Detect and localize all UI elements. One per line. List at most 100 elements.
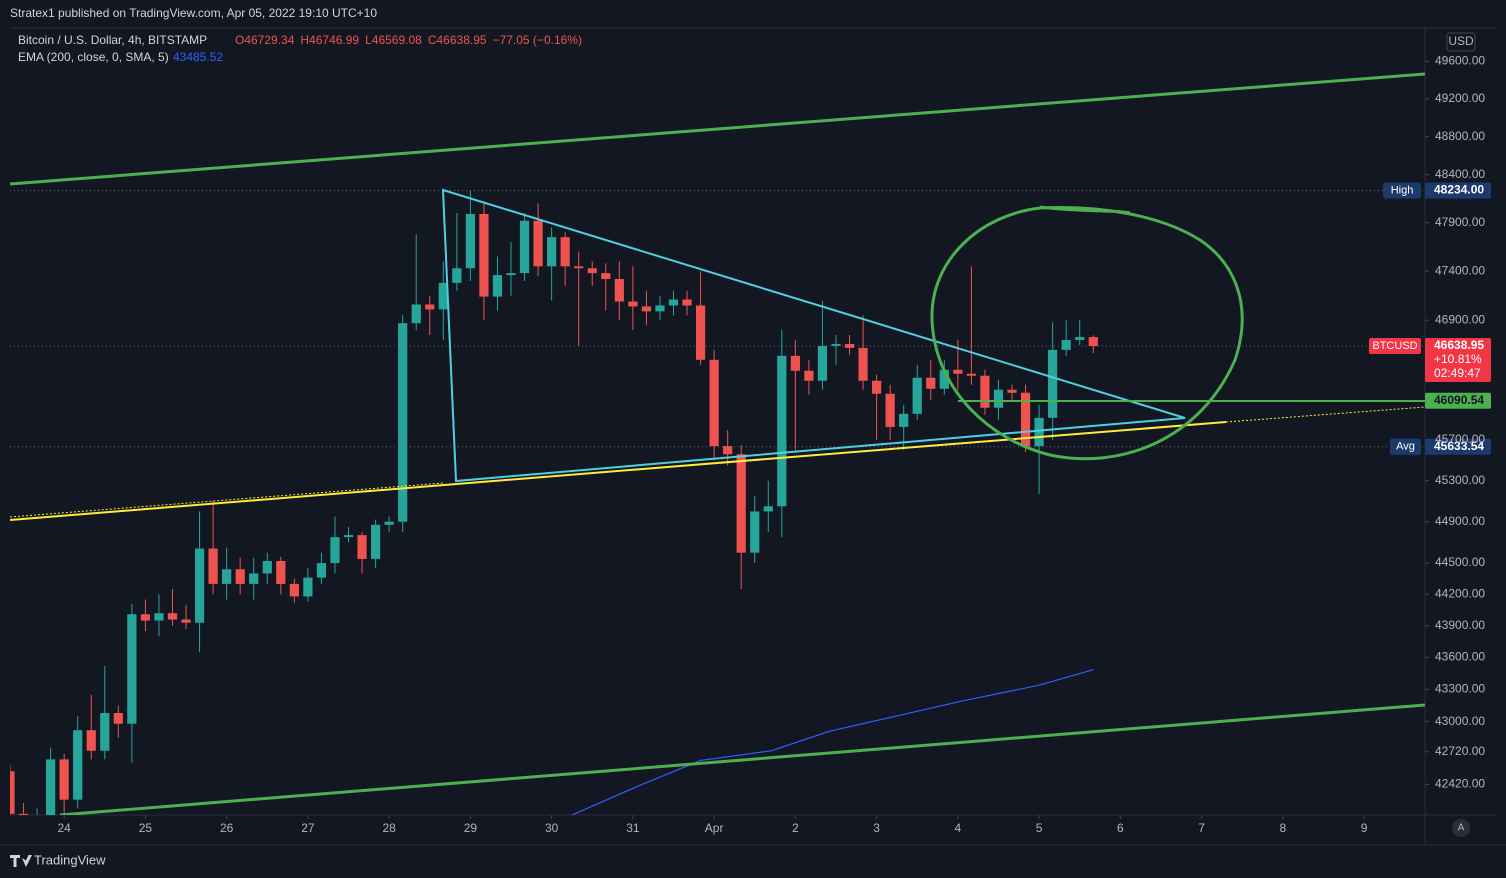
x-tick-label: Apr <box>705 821 724 835</box>
candle-body <box>249 573 259 584</box>
candle-body <box>1075 337 1085 340</box>
candle-body <box>208 548 218 584</box>
footer: TradingView <box>34 852 106 867</box>
x-tick-label: 30 <box>545 821 559 835</box>
candle-body <box>519 220 530 274</box>
support-line <box>10 421 1227 521</box>
triangle <box>441 188 1186 483</box>
candle-body <box>885 393 895 427</box>
candle-body <box>384 521 394 525</box>
y-tick-label: 47900.00 <box>1435 215 1485 229</box>
price-label-extra: 02:49:47 <box>1434 366 1481 380</box>
price-label: 45633.54 <box>1434 439 1484 453</box>
candle-body <box>1034 417 1044 447</box>
candle-body <box>1088 337 1098 347</box>
candle-body <box>127 614 137 724</box>
candle-body <box>411 304 421 324</box>
y-tick-label: 43300.00 <box>1435 682 1485 696</box>
candle-body <box>100 713 110 751</box>
y-tick-label: 43900.00 <box>1435 618 1485 632</box>
channel-bottom <box>59 703 1425 815</box>
y-tick-label: 43600.00 <box>1435 650 1485 664</box>
x-tick-label: 24 <box>57 821 71 835</box>
candle-body <box>790 355 800 371</box>
price-label-box <box>1425 182 1491 199</box>
support-extension <box>1225 406 1425 423</box>
candle-body <box>398 323 408 522</box>
auto-scale-button[interactable] <box>1452 819 1470 837</box>
candle-body <box>804 370 814 381</box>
legend-ema-value: 43485.52 <box>173 50 223 64</box>
candle-body <box>587 268 597 274</box>
y-tick-label: 42420.00 <box>1435 777 1485 791</box>
candle-body <box>276 560 286 584</box>
auto-scale-label[interactable]: A <box>1458 823 1465 834</box>
y-tick-label: 48800.00 <box>1435 129 1485 143</box>
candle-body <box>86 730 96 751</box>
candle-body <box>980 375 990 408</box>
x-tick-label: 2 <box>792 821 799 835</box>
candle-body <box>438 282 448 310</box>
candle-body <box>167 613 178 620</box>
candle-body <box>506 273 516 276</box>
price-tag: Avg <box>1396 441 1415 453</box>
candle-body <box>695 305 706 360</box>
x-tick-label: 6 <box>1117 821 1124 835</box>
candle-body <box>655 305 665 312</box>
price-label-box <box>1425 392 1491 409</box>
candle-body <box>262 560 272 574</box>
candle-body <box>831 343 841 346</box>
candle-body <box>357 535 367 559</box>
x-tick-label: 28 <box>382 821 396 835</box>
candle-body <box>614 278 624 302</box>
x-tick-label: 3 <box>873 821 880 835</box>
candle-body <box>113 713 123 724</box>
y-tick-label: 49600.00 <box>1435 54 1485 68</box>
candle-body <box>452 268 462 283</box>
channel-top <box>10 72 1425 186</box>
price-tag-box <box>1383 182 1421 199</box>
candle-body <box>154 613 164 621</box>
x-tick-label: 26 <box>220 821 234 835</box>
price-label-box <box>1425 438 1491 455</box>
drawings <box>10 72 1425 815</box>
y-tick-label: 44200.00 <box>1435 587 1485 601</box>
candle-body <box>939 369 949 389</box>
candle-body <box>303 577 313 597</box>
support-dotted <box>10 482 444 518</box>
candle-body <box>425 304 435 310</box>
price-tag: BTCUSD <box>1372 340 1417 352</box>
candle-body <box>871 380 882 394</box>
candle-body <box>763 506 773 512</box>
x-tick-label: 25 <box>139 821 153 835</box>
candle-body <box>194 548 205 623</box>
overlay: Bitcoin / U.S. Dollar, 4h, BITSTAMP EMA … <box>10 32 1491 867</box>
y-tick-label: 47400.00 <box>1435 263 1485 277</box>
y-tick-label: 49200.00 <box>1435 91 1485 105</box>
candle-body <box>235 569 245 584</box>
candle-body <box>682 299 692 306</box>
candle-body <box>777 355 787 507</box>
x-tick-label: 7 <box>1198 821 1205 835</box>
candle-body <box>628 301 638 307</box>
x-tick-label: 31 <box>626 821 640 835</box>
price-label-extra: +10.81% <box>1434 352 1482 366</box>
price-tag-box <box>1390 438 1421 455</box>
candle-body <box>966 373 976 376</box>
legend-symbol: Bitcoin / U.S. Dollar, 4h, BITSTAMP <box>18 33 207 47</box>
candle-body <box>736 454 746 553</box>
currency: USD <box>1448 34 1474 48</box>
y-tick-label: 42720.00 <box>1435 744 1485 758</box>
legend-ema: EMA (200, close, 0, SMA, 5) <box>18 50 169 64</box>
x-tick-label: 29 <box>464 821 478 835</box>
candle-body <box>723 446 733 455</box>
candle-body <box>560 237 570 267</box>
candle-body <box>492 275 503 297</box>
y-tick-label: 45300.00 <box>1435 473 1485 487</box>
y-tick-label: 45700.00 <box>1435 432 1485 446</box>
candle-body <box>899 413 909 427</box>
candle-body <box>912 377 922 414</box>
